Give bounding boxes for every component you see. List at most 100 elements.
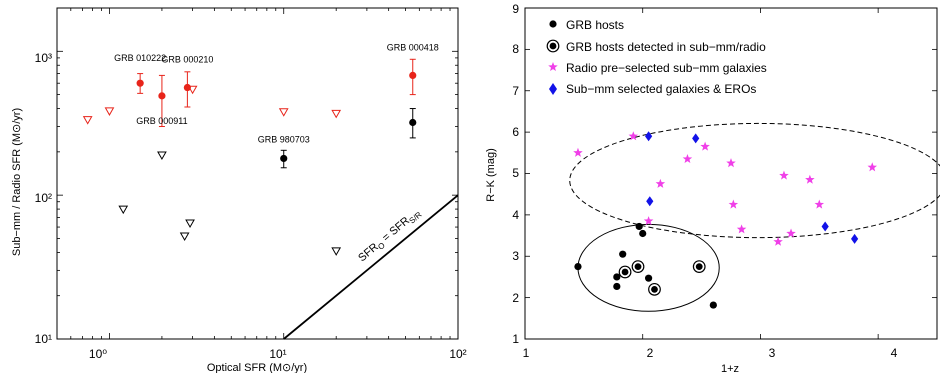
grb-host-detected-point [634,263,642,270]
left-axis-ticks [56,7,459,340]
right-xtick-label: 3 [769,346,776,360]
grb-host-point [619,250,627,258]
right-panel-color-redshift: 1 2 3 4 1 2 3 4 5 6 7 8 9 1+z R−K (mag) … [485,2,940,373]
grb-host-point [574,262,582,271]
grb-annotation: GRB 010222 [114,53,166,63]
radio-submm-galaxy-point [628,131,639,141]
left-y-axis-label: Sub−mm / Radio SFR (M⊙/yr) [11,108,23,256]
radio-submm-galaxy-point [814,199,825,209]
right-ytick-label: 3 [512,249,519,263]
radio-submm-galaxy-point [867,162,878,172]
radio-submm-galaxy-point [682,154,693,164]
upper-limit-point [118,205,129,215]
radio-submm-galaxy-point [728,199,739,209]
left-x-axis-label: Optical SFR (M⊙/yr) [207,362,307,373]
left-plot-frame [56,7,459,340]
grb-annotation: GRB 980703 [258,134,310,144]
right-xtick-labels: 1 2 3 4 [523,346,898,360]
radio-submm-galaxy-point [779,170,789,180]
detection-point [136,79,144,87]
right-y-axis-label: R−K (mag) [485,148,497,202]
grb-host-detected-ring [648,282,661,296]
grb-host-point [639,229,647,238]
radio-submm-galaxy-point [726,158,736,168]
equality-line [283,194,459,340]
detection-point [158,92,166,100]
legend-label: GRB hosts [566,18,624,32]
left-data-series [82,58,417,256]
legend-label: Sub−mm selected galaxies & EROs [566,82,756,96]
submm-galaxy-region [569,122,940,239]
legend-marker-star [548,62,558,72]
detection-point [280,154,288,163]
upper-limit-point [104,107,115,116]
right-ytick-label: 8 [512,42,519,56]
grb-annotation: GRB 000210 [161,55,213,65]
grb-host-detected-ring [692,260,706,273]
upper-limit-point [331,109,342,119]
left-ytick-label: 10² [35,191,52,205]
left-equality-line [283,194,459,340]
grb-host-point [613,273,621,281]
right-axis-ticks [524,7,937,340]
legend-label: GRB hosts detected in sub−mm/radio [566,40,766,54]
left-ytick-label: 10³ [35,51,52,65]
right-ytick-label: 2 [512,291,519,305]
grb-annotation: GRB 000418 [387,42,439,52]
right-ytick-label: 7 [512,84,519,98]
upper-limit-point [278,108,289,117]
radio-submm-galaxy-point [643,216,654,226]
right-xtick-label: 4 [891,346,898,360]
submm-ero-point [645,131,653,142]
legend-marker-grb-hosts [549,20,557,28]
radio-submm-galaxy-point [773,236,783,246]
left-xtick-label: 10⁰ [89,347,107,361]
right-ytick-labels: 1 2 3 4 5 6 7 8 9 [512,2,519,346]
right-ytick-label: 4 [512,208,519,222]
right-legend: GRB hosts GRB hosts detected in sub−mm/r… [546,18,767,96]
grb-host-point [613,282,621,291]
right-ytick-label: 1 [512,332,519,346]
detection-point [409,71,417,79]
submm-ero-point [851,233,859,244]
right-xtick-label: 2 [647,346,654,360]
submm-ero-point [692,133,700,144]
legend-marker-grb-hosts-detected [546,39,560,53]
left-xtick-label: 10² [449,347,466,361]
right-xtick-label: 1 [523,346,530,360]
grb-host-detected-point [651,285,658,293]
grb-host-detected-ring [631,260,645,273]
grb-host-detected-point [621,268,629,276]
submm-ero-point [646,196,654,207]
upper-limit-point [331,247,342,256]
grb-host-point [635,222,643,231]
grb-host-detected-point [695,263,703,270]
submm-ero-point [821,221,829,232]
radio-submm-galaxy-point [736,224,747,234]
right-data-series [573,131,878,309]
right-ytick-label: 9 [512,2,519,16]
left-ytick-label: 10¹ [35,332,52,346]
legend-marker-diamond [549,83,557,95]
radio-submm-galaxy-point [573,147,583,157]
legend-label: Radio pre−selected sub−mm galaxies [566,61,767,75]
grb-host-point [645,274,653,282]
upper-limit-point [187,85,198,95]
upper-limit-point [179,232,190,242]
right-x-axis-label: 1+z [721,363,739,373]
right-plot-frame [524,7,938,340]
radio-submm-galaxy-point [805,174,815,184]
grb-annotation: GRB 000911 [136,116,187,126]
right-ytick-label: 5 [512,166,519,180]
grb-host-point [709,301,717,309]
radio-submm-galaxy-point [655,178,666,188]
radio-submm-galaxy-point [786,228,796,238]
upper-limit-point [185,219,195,229]
detection-point [409,118,417,127]
right-ytick-label: 6 [512,125,519,139]
upper-limit-point [82,116,93,125]
radio-submm-galaxy-point [700,141,710,151]
left-xtick-label: 10¹ [269,347,286,361]
